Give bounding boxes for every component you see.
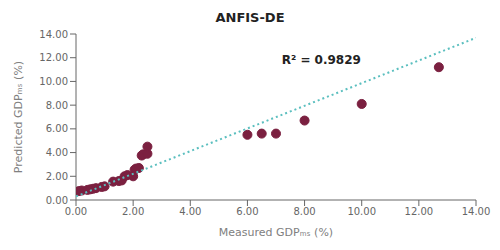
svg-text:2.00: 2.00 xyxy=(46,171,68,182)
svg-text:14.00: 14.00 xyxy=(39,29,68,40)
html-text:ANFIS-DE: ANFIS-DE xyxy=(215,10,285,25)
svg-text:4.00: 4.00 xyxy=(46,147,68,158)
svg-text:8.00: 8.00 xyxy=(293,206,315,217)
svg-text:14.00: 14.00 xyxy=(462,206,491,217)
svg-text:6.00: 6.00 xyxy=(46,123,68,134)
svg-text:10.00: 10.00 xyxy=(39,76,68,87)
svg-text:4.00: 4.00 xyxy=(179,206,201,217)
svg-text:R² = 0.9829: R² = 0.9829 xyxy=(282,53,361,67)
svg-text:0.00: 0.00 xyxy=(65,206,87,217)
svg-text:0.00: 0.00 xyxy=(46,195,68,206)
svg-text:8.00: 8.00 xyxy=(46,100,68,111)
svg-text:6.00: 6.00 xyxy=(236,206,258,217)
svg-text:12.00: 12.00 xyxy=(39,52,68,63)
svg-text:Predicted GDPₘₛ (%): Predicted GDPₘₛ (%) xyxy=(12,61,25,173)
svg-text:2.00: 2.00 xyxy=(122,206,144,217)
svg-text:Measured GDPₘₛ (%): Measured GDPₘₛ (%) xyxy=(219,226,333,239)
svg-text:10.00: 10.00 xyxy=(347,206,376,217)
svg-text:12.00: 12.00 xyxy=(405,206,434,217)
